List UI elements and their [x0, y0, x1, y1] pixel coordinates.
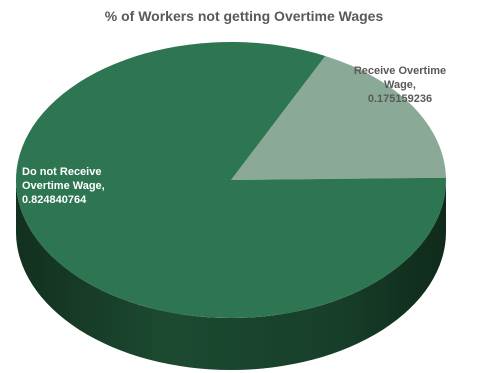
slice-label-not-receive: Do not Receive Overtime Wage, 0.82484076… — [22, 165, 152, 207]
slice-label-not-receive-line1: Do not Receive — [22, 166, 102, 178]
slice-label-receive: Receive Overtime Wage, 0.175159236 — [340, 64, 460, 106]
pie-slice-receive-overtime-wage — [231, 55, 446, 180]
pie-side-wall — [16, 180, 446, 370]
slice-label-receive-line2: Wage, — [384, 79, 416, 91]
slice-label-receive-line1: Receive Overtime — [353, 65, 447, 77]
slice-label-not-receive-line2: Overtime Wage, — [22, 180, 105, 192]
chart-title: % of Workers not getting Overtime Wages — [104, 8, 384, 24]
slice-label-receive-value: 0.175159236 — [367, 93, 433, 105]
pie-slice-do-not-receive-overtime-wage — [15, 41, 446, 318]
slice-label-not-receive-value: 0.824840764 — [22, 194, 87, 206]
pie-side-wall-surface — [16, 180, 446, 370]
pie-top-face — [15, 41, 446, 318]
